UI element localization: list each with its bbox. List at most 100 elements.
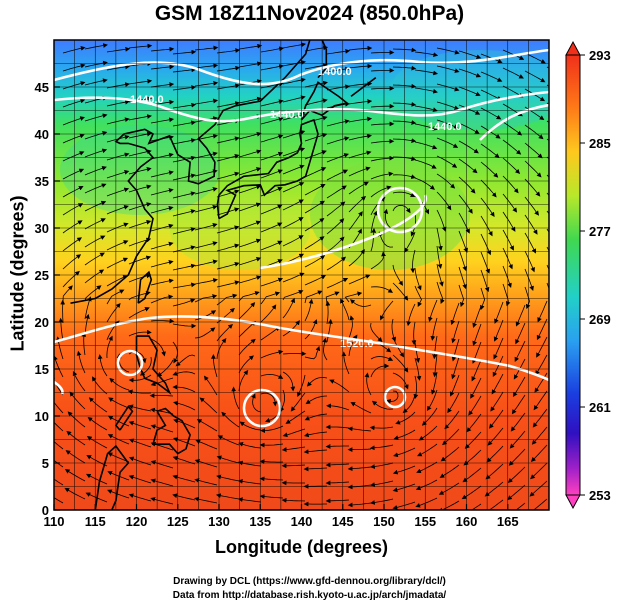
coastline <box>114 405 134 431</box>
streamline <box>458 266 467 290</box>
streamline <box>76 350 86 374</box>
streamline <box>348 133 372 141</box>
streamline <box>260 326 280 341</box>
chart-title: GSM 18Z11Nov2024 (850.0hPa) <box>154 2 465 25</box>
streamline <box>128 43 153 49</box>
streamline <box>66 430 86 446</box>
streamline <box>282 371 296 392</box>
streamline <box>172 474 196 483</box>
streamline <box>237 479 262 485</box>
streamline <box>260 277 284 287</box>
streamline <box>421 407 438 426</box>
streamline <box>370 50 395 55</box>
streamline <box>502 49 525 60</box>
streamline <box>238 275 262 284</box>
streamline <box>458 284 465 308</box>
streamline <box>370 251 386 270</box>
streamline <box>480 161 499 178</box>
streamline <box>260 151 284 161</box>
streamline <box>216 474 240 482</box>
streamline <box>392 483 416 493</box>
streamline <box>128 202 152 211</box>
streamline <box>502 85 524 98</box>
streamline <box>260 240 283 251</box>
streamline <box>528 498 548 510</box>
streamline <box>216 455 240 464</box>
streamline <box>238 338 256 356</box>
streamline <box>472 305 482 328</box>
streamline <box>468 395 482 416</box>
streamline <box>85 473 108 485</box>
streamline <box>279 389 286 413</box>
streamline <box>216 136 240 144</box>
streamline <box>304 236 325 250</box>
streamline <box>282 199 304 211</box>
streamline <box>216 48 241 54</box>
streamline <box>370 227 377 252</box>
streamline <box>347 466 372 472</box>
streamline <box>450 302 460 326</box>
streamline <box>458 68 482 78</box>
streamline <box>436 245 443 270</box>
streamline <box>128 167 152 175</box>
streamline <box>471 359 482 382</box>
y-tick-label: 25 <box>35 268 49 283</box>
streamline <box>106 117 130 125</box>
streamline <box>326 48 351 55</box>
streamline <box>458 86 481 97</box>
streamline <box>150 338 166 357</box>
streamline <box>216 207 240 216</box>
streamline <box>546 66 549 69</box>
contour-ne <box>479 103 549 141</box>
contour-cyclone-1 <box>116 349 144 377</box>
credit-drawing: Drawing by DCL (https://www.gfd-dennou.o… <box>173 576 446 587</box>
x-tick-label: 160 <box>456 514 478 529</box>
coastline <box>151 407 191 455</box>
streamline <box>531 426 548 445</box>
streamline <box>260 64 284 71</box>
streamline <box>238 167 262 176</box>
streamline <box>325 444 349 449</box>
streamline <box>150 294 174 304</box>
streamline <box>480 71 503 82</box>
streamline <box>69 391 86 410</box>
streamline <box>172 49 197 55</box>
streamline <box>530 444 548 462</box>
x-tick-label: 155 <box>414 514 436 529</box>
streamline <box>348 181 369 195</box>
streamline <box>480 107 502 120</box>
streamline <box>436 173 456 189</box>
streamline <box>458 122 480 134</box>
streamline <box>502 283 511 307</box>
streamline <box>414 357 422 381</box>
streamline <box>172 384 196 393</box>
streamline <box>436 137 459 148</box>
streamline <box>172 173 196 181</box>
streamline <box>106 82 130 89</box>
streamline <box>62 133 85 144</box>
streamline <box>392 47 417 53</box>
streamline <box>260 304 277 323</box>
streamline <box>150 278 174 286</box>
streamline <box>194 478 218 486</box>
y-tick-label: 15 <box>35 362 49 377</box>
streamline <box>282 95 306 103</box>
streamline <box>385 390 399 404</box>
streamline <box>282 42 307 49</box>
streamline <box>392 204 411 214</box>
streamline <box>238 131 262 140</box>
streamline <box>304 167 327 178</box>
streamline <box>348 249 365 267</box>
streamline <box>414 285 423 308</box>
streamline <box>370 480 394 487</box>
streamline <box>393 429 416 440</box>
plot-area: 1400.0 1440.0 1440.0 1440.0 1520.0 <box>54 40 549 510</box>
streamline <box>128 404 152 412</box>
streamline <box>88 397 108 413</box>
streamline <box>449 374 460 397</box>
streamline <box>484 481 504 497</box>
streamline <box>436 227 443 251</box>
streamline <box>260 46 285 53</box>
streamline <box>347 426 372 432</box>
streamline <box>216 280 240 288</box>
